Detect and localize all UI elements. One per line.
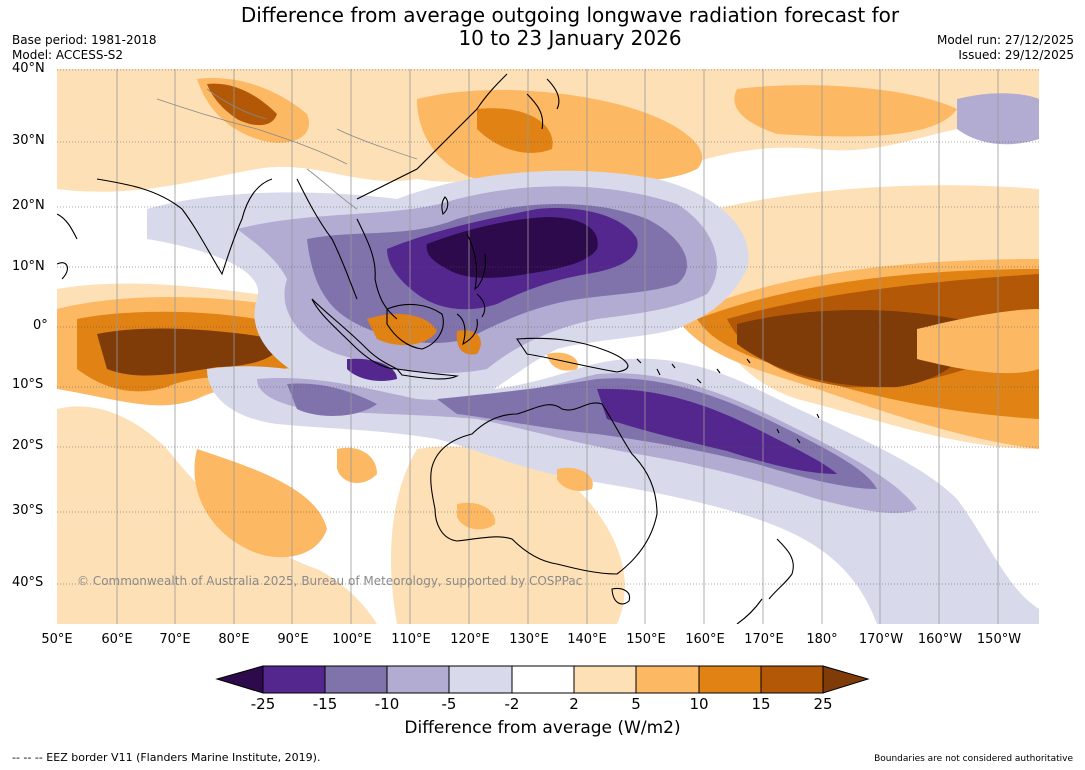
- meta-right: Model run: 27/12/2025 Issued: 29/12/2025: [937, 33, 1074, 63]
- colorbar-segment-10-5: [386, 665, 450, 694]
- lat-label-30s: 30°S: [12, 503, 44, 518]
- lat-label-10s: 10°S: [12, 377, 44, 392]
- colorbar-tick-10: 10: [689, 695, 709, 713]
- colorbar-segment-lt-25: [215, 665, 264, 694]
- lon-label-160w: 160°W: [917, 632, 963, 647]
- model-run-text: Model run: 27/12/2025: [936, 33, 1074, 47]
- lon-label-150w: 150°W: [976, 632, 1022, 647]
- colorbar-segment-25-15: [262, 665, 326, 694]
- lon-label-50e: 50°E: [41, 632, 73, 647]
- lon-label-110e: 110°E: [391, 632, 431, 647]
- lon-label-150e: 150°E: [626, 632, 666, 647]
- anomaly-map: [57, 69, 1039, 624]
- colorbar-tick-25: 25: [813, 695, 833, 713]
- colorbar-segment-5-10: [635, 665, 700, 694]
- lon-label-80e: 80°E: [218, 632, 250, 647]
- lat-label-30n: 30°N: [12, 133, 45, 148]
- colorbar-tick-2: 2: [569, 695, 579, 713]
- colorbar-segment-15-10: [324, 665, 388, 694]
- issued-text: Issued: 29/12/2025: [958, 48, 1074, 62]
- australia-outline: [430, 402, 658, 575]
- colorbar-title: Difference from average (W/m2): [404, 718, 681, 738]
- colorbar-segment-5-2: [448, 665, 513, 694]
- title-line-1: Difference from average outgoing longwav…: [240, 3, 900, 27]
- lon-label-70e: 70°E: [159, 632, 191, 647]
- lon-label-100e: 100°E: [332, 632, 372, 647]
- colorbar-tick-5: 5: [631, 695, 641, 713]
- title-line-2: 10 to 23 January 2026: [458, 26, 682, 50]
- lon-label-60e: 60°E: [101, 632, 133, 647]
- colorbar-segment-2-2: [511, 665, 575, 694]
- colorbar-tick-neg15: -15: [312, 695, 338, 713]
- eez-border-note: -- -- -- EEZ border V11 (Flanders Marine…: [12, 751, 321, 764]
- lon-label-180: 180°: [806, 632, 838, 647]
- colorbar-tick-neg25: -25: [250, 695, 276, 713]
- lon-label-120e: 120°E: [450, 632, 490, 647]
- lat-label-equator: 0°: [33, 318, 48, 333]
- lon-label-130e: 130°E: [509, 632, 549, 647]
- lon-label-90e: 90°E: [277, 632, 309, 647]
- colorbar-tick-neg2: -2: [504, 695, 520, 713]
- colorbar-segment-15-25: [760, 665, 824, 694]
- colorbar-tick-neg5: -5: [441, 695, 457, 713]
- lon-label-170e: 170°E: [744, 632, 784, 647]
- model-text: Model: ACCESS-S2: [12, 48, 124, 62]
- lon-label-140e: 140°E: [567, 632, 607, 647]
- colorbar-tick-neg10: -10: [374, 695, 400, 713]
- meta-left: Base period: 1981-2018 Model: ACCESS-S2: [12, 33, 157, 63]
- copyright-notice: © Commonwealth of Australia 2025, Bureau…: [77, 574, 583, 588]
- colorbar: [215, 665, 870, 694]
- lon-label-170w: 170°W: [858, 632, 904, 647]
- lat-label-10n: 10°N: [12, 259, 45, 274]
- lat-label-20n: 20°N: [12, 198, 45, 213]
- boundaries-disclaimer: Boundaries are not considered authoritat…: [874, 754, 1073, 764]
- lon-label-160e: 160°E: [685, 632, 725, 647]
- lat-label-40s: 40°S: [12, 575, 44, 590]
- colorbar-segment-10-15: [698, 665, 762, 694]
- south-pacific-negative-band: [207, 358, 1039, 624]
- lat-label-40n: 40°N: [12, 61, 45, 76]
- chart-title: Difference from average outgoing longwav…: [170, 4, 970, 50]
- colorbar-segment-2-5: [573, 665, 637, 694]
- colorbar-tick-15: 15: [751, 695, 771, 713]
- lat-label-20s: 20°S: [12, 438, 44, 453]
- base-period-text: Base period: 1981-2018: [12, 33, 157, 47]
- colorbar-segment-gt-25: [822, 665, 870, 694]
